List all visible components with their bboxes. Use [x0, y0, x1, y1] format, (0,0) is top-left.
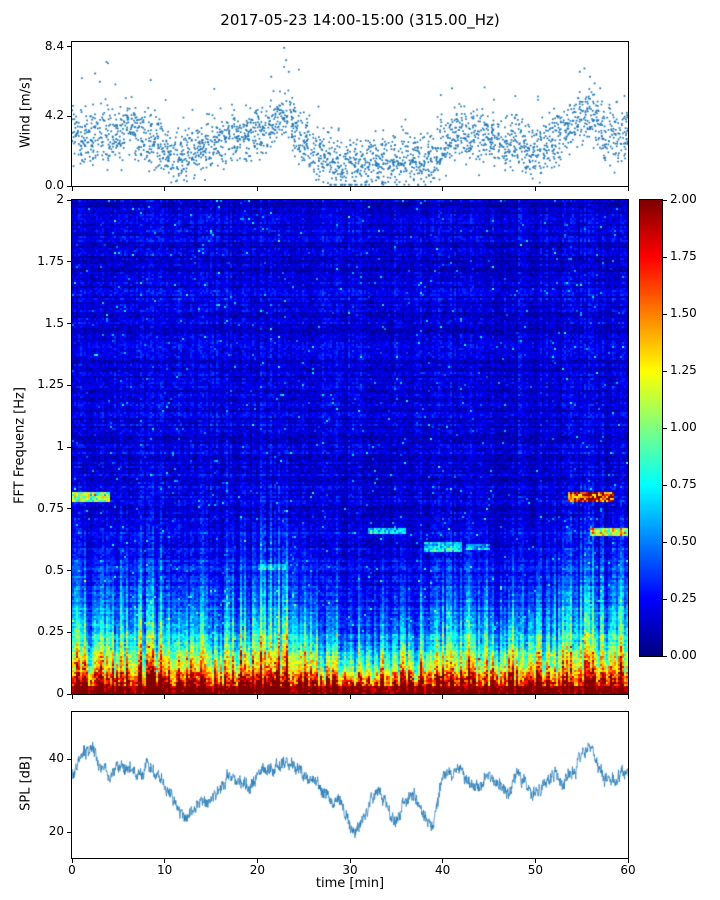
wind-ytick-mark: [67, 46, 71, 48]
x-tick-mark: [164, 859, 166, 863]
x-tick-mark: [442, 187, 444, 191]
x-tick-mark: [71, 187, 73, 191]
colorbar-tick-mark: [663, 427, 667, 429]
x-tick-label: 50: [527, 863, 543, 877]
x-tick-mark: [164, 187, 166, 191]
x-tick-label: 40: [435, 863, 451, 877]
x-tick-mark: [442, 695, 444, 699]
colorbar-tick-mark: [663, 370, 667, 372]
wind-ytick-mark: [67, 185, 71, 187]
colorbar-tick-label: 1.00: [670, 420, 697, 434]
spectrogram-canvas: [71, 199, 629, 695]
x-tick-mark: [349, 695, 351, 699]
x-tick-mark: [349, 187, 351, 191]
fft-ytick-label: 1.25: [37, 377, 64, 392]
x-tick-mark: [256, 187, 258, 191]
fft-ytick-mark: [67, 570, 71, 571]
spl-ytick-mark: [67, 758, 71, 760]
colorbar-tick-mark: [663, 199, 667, 201]
x-tick-mark: [71, 859, 73, 863]
colorbar-tick-mark: [663, 655, 667, 657]
wind-ytick-mark: [67, 115, 71, 117]
fft-ytick-label: 2: [56, 192, 64, 206]
colorbar-tick-label: 1.75: [670, 249, 697, 263]
figure-title: 2017-05-23 14:00-15:00 (315.00_Hz): [220, 11, 500, 29]
colorbar-tick-label: 0.25: [670, 591, 697, 605]
x-tick-label: 0: [68, 863, 76, 877]
x-tick-label: 10: [157, 863, 173, 877]
fft-ytick-mark: [67, 631, 71, 633]
x-axis-label: time [min]: [315, 876, 385, 891]
fft-ytick-label: 1.5: [44, 315, 64, 330]
wind-ytick-label: 4.2: [44, 108, 64, 123]
spl-line-canvas: [71, 711, 629, 859]
x-tick-label: 20: [249, 863, 265, 877]
colorbar-tick-label: 1.50: [670, 306, 697, 320]
fft-y-axis-label: FFT Frequenz [Hz]: [12, 387, 28, 504]
colorbar-tick-label: 2.00: [670, 192, 697, 206]
spl-ytick-mark: [67, 831, 71, 833]
colorbar-tick-label: 0.00: [670, 648, 697, 662]
colorbar-tick-mark: [663, 313, 667, 315]
x-tick-mark: [627, 187, 629, 191]
fft-ytick-mark: [67, 261, 71, 263]
wind-ytick-label: 0.0: [44, 178, 64, 192]
x-tick-mark: [164, 695, 166, 699]
colorbar-tick-mark: [663, 484, 667, 486]
x-tick-label: 30: [342, 863, 358, 877]
x-tick-mark: [256, 695, 258, 699]
spl-ytick-label: 20: [48, 824, 64, 839]
colorbar-tick-mark: [663, 598, 667, 600]
colorbar-tick-mark: [663, 256, 667, 258]
colorbar-tick-label: 0.50: [670, 534, 697, 548]
fft-ytick-label: 1.75: [37, 253, 64, 268]
fft-ytick-mark: [67, 446, 71, 448]
fft-ytick-label: 0.75: [37, 500, 64, 515]
fft-ytick-mark: [67, 199, 71, 201]
fft-ytick-label: 1: [56, 439, 64, 453]
colorbar-tick-label: 0.75: [670, 477, 697, 491]
fft-ytick-label: 0: [56, 686, 64, 700]
fft-ytick-mark: [67, 384, 71, 386]
colorbar-tick-mark: [663, 541, 667, 543]
x-tick-mark: [349, 859, 351, 863]
x-tick-mark: [534, 859, 536, 863]
spl-ytick-label: 40: [48, 751, 64, 766]
x-tick-mark: [534, 187, 536, 191]
x-tick-mark: [627, 695, 629, 699]
fft-ytick-label: 0.5: [44, 562, 64, 577]
x-tick-mark: [256, 859, 258, 863]
colorbar-canvas: [639, 199, 663, 657]
spl-y-axis-label: SPL [dB]: [18, 756, 34, 811]
fft-ytick-mark: [67, 508, 71, 510]
wind-ytick-label: 8.4: [44, 38, 64, 53]
fft-ytick-mark: [67, 693, 71, 695]
x-tick-mark: [442, 859, 444, 863]
fft-ytick-mark: [67, 323, 71, 324]
colorbar-tick-label: 1.25: [670, 363, 697, 377]
x-tick-label: 60: [620, 863, 636, 877]
x-tick-mark: [71, 695, 73, 699]
x-tick-mark: [534, 695, 536, 699]
x-tick-mark: [627, 859, 629, 863]
fft-ytick-label: 0.25: [37, 624, 64, 639]
wind-scatter-canvas: [71, 41, 629, 187]
